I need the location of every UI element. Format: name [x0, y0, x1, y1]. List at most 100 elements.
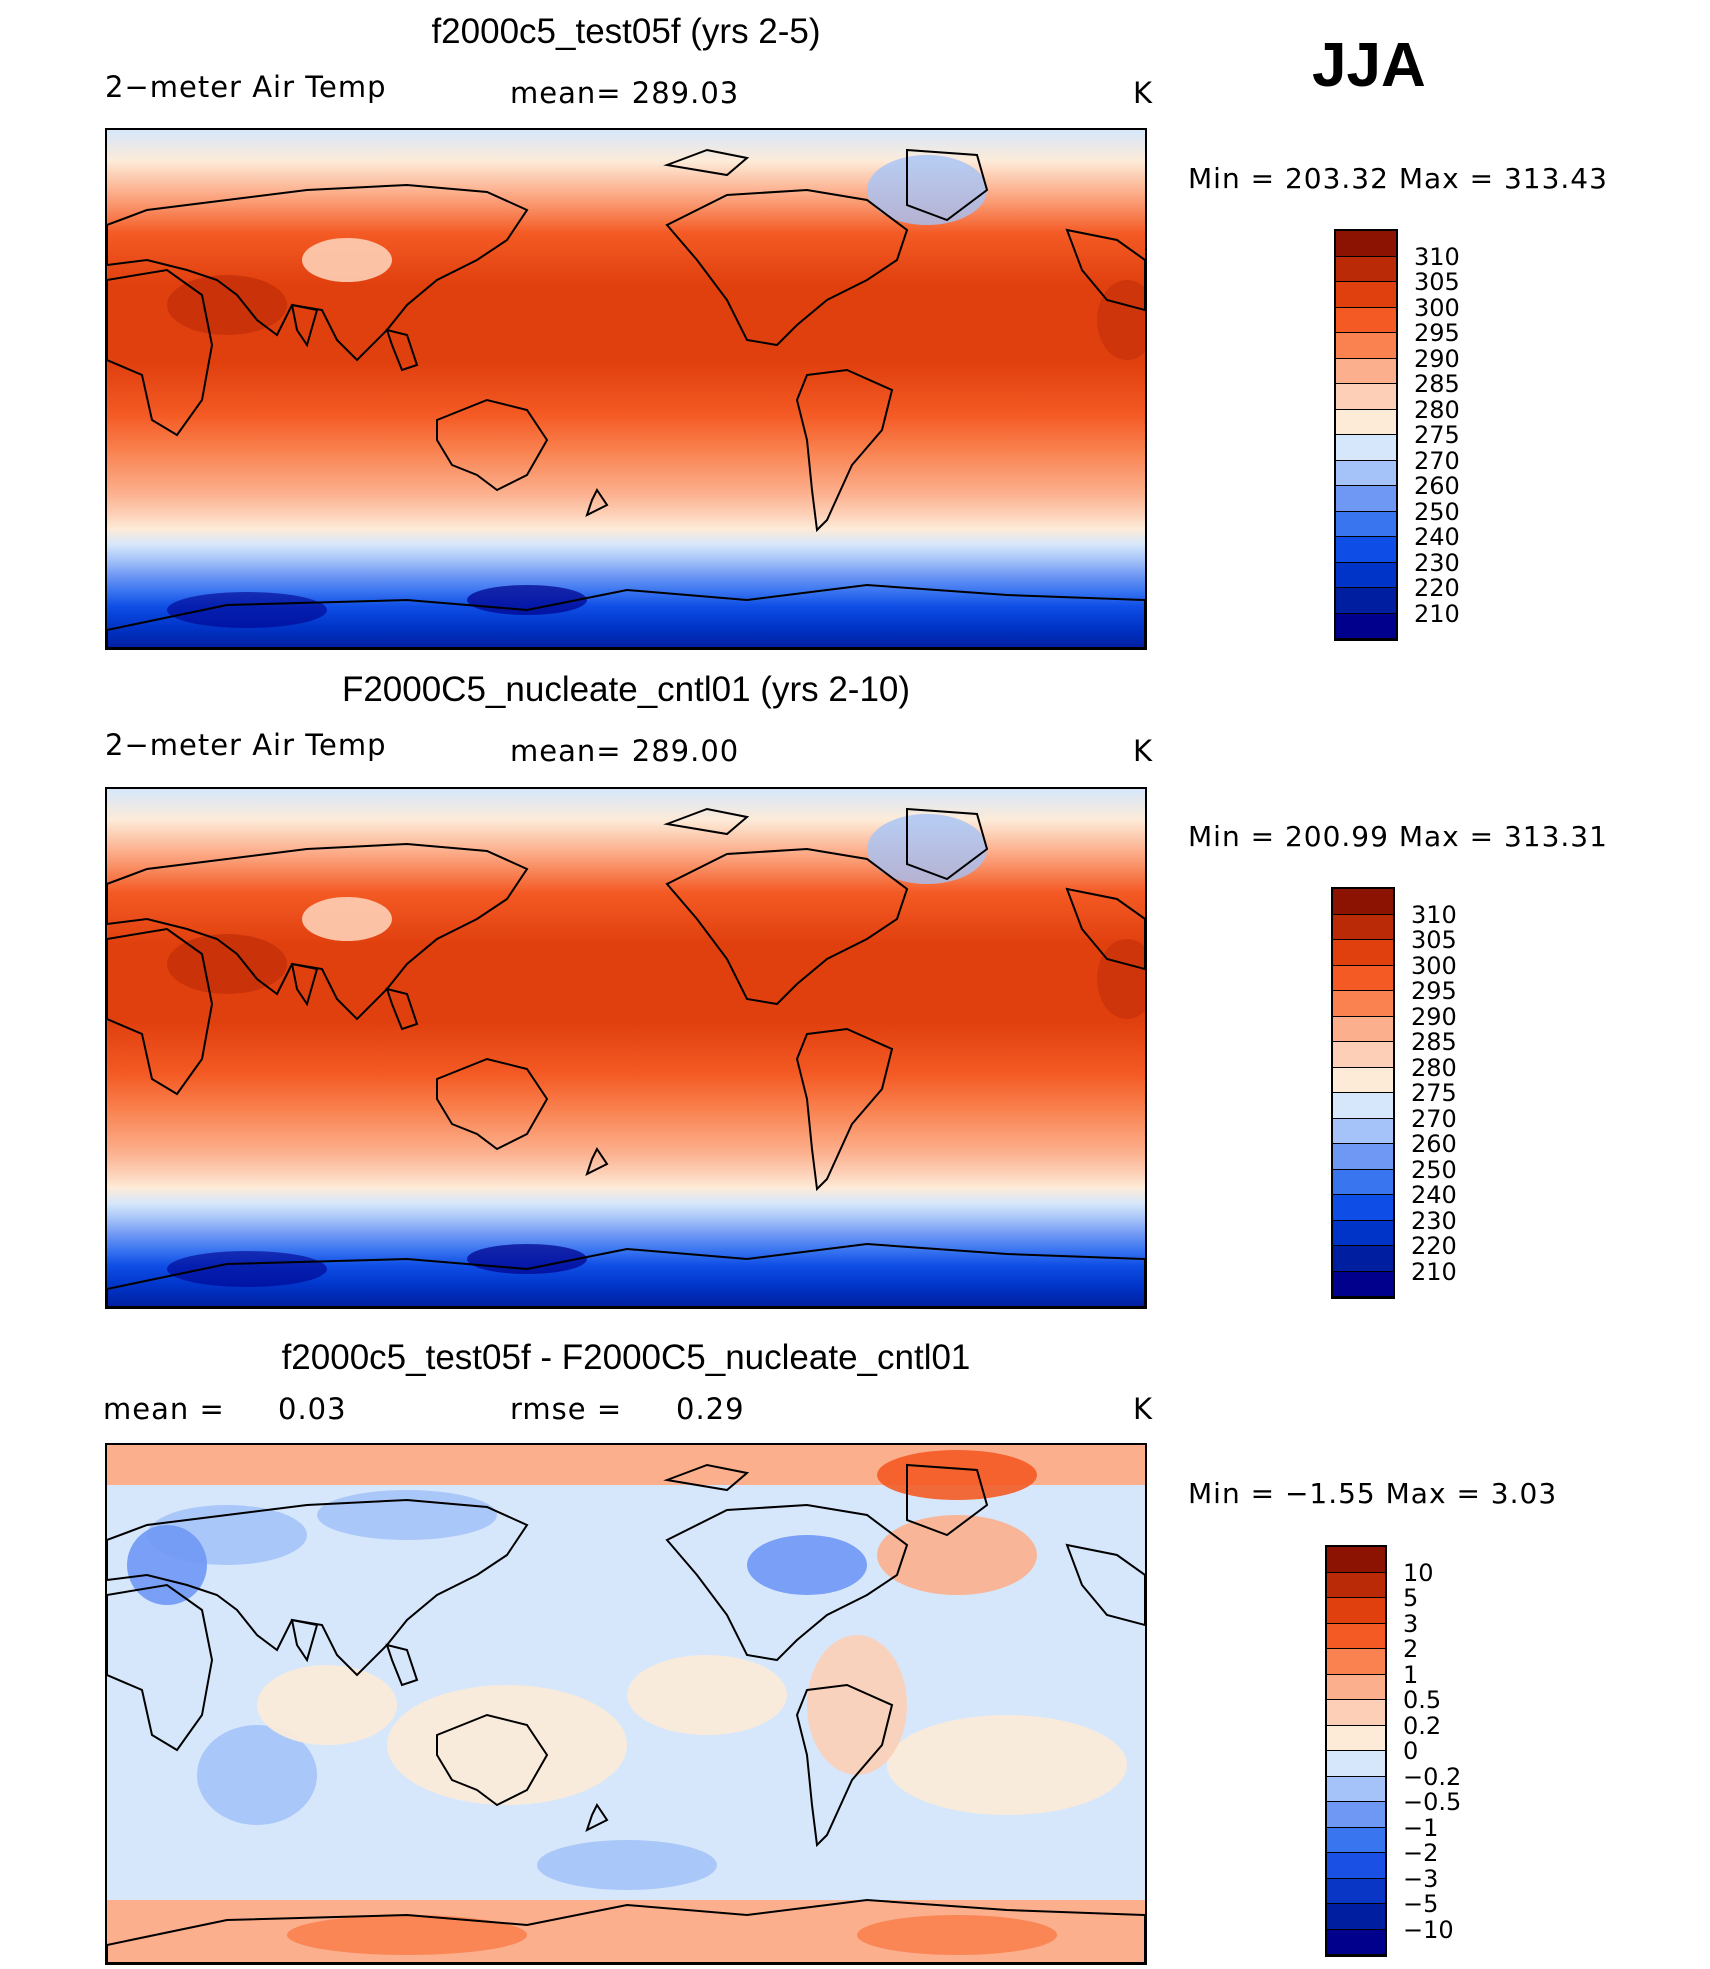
colorbar-swatch: [1336, 511, 1396, 537]
panel3-colorbar: [1325, 1545, 1387, 1957]
colorbar-swatch: [1336, 384, 1396, 410]
coastline: [436, 398, 549, 492]
panel1-title: f2000c5_test05f (yrs 2-5): [431, 12, 821, 51]
coastline: [906, 148, 989, 222]
colorbar-tick-label: 280: [1411, 1053, 1457, 1082]
colorbar-swatch: [1336, 409, 1396, 435]
field-patch: [877, 1450, 1037, 1500]
field-patch: [887, 1715, 1127, 1815]
colorbar-tick-label: 260: [1414, 472, 1460, 500]
panel3-mean-value: 0.03: [278, 1392, 347, 1426]
coastline: [107, 1583, 214, 1752]
colorbar-swatch: [1327, 1674, 1385, 1700]
colorbar-tick-label: 275: [1414, 421, 1460, 449]
colorbar-tick-label: 240: [1411, 1181, 1457, 1209]
colorbar-tick-label: 230: [1411, 1206, 1457, 1235]
coastline: [290, 1618, 319, 1663]
coastline: [663, 807, 750, 836]
coastline: [107, 842, 529, 1021]
panel2-unit-label: K: [1133, 734, 1154, 768]
field-patch: [107, 130, 1145, 648]
field-patch: [857, 1915, 1057, 1955]
colorbar-tick-label: 10: [1403, 1558, 1434, 1587]
coastline: [663, 148, 750, 177]
colorbar-tick-label: 285: [1411, 1028, 1457, 1056]
colorbar-swatch: [1336, 486, 1396, 512]
field-patch: [627, 1655, 787, 1735]
panel3-rmse-value: 0.29: [676, 1392, 745, 1426]
coastline: [385, 1643, 419, 1687]
field-patch: [302, 897, 392, 941]
colorbar-tick-label: 300: [1414, 293, 1460, 322]
colorbar-tick-label: 270: [1411, 1104, 1457, 1133]
colorbar-swatch: [1327, 1598, 1385, 1624]
colorbar-swatch: [1333, 940, 1393, 966]
coastline: [585, 488, 609, 517]
colorbar-swatch: [1333, 1067, 1393, 1093]
coastline: [906, 1463, 989, 1537]
coastline: [107, 1242, 1145, 1307]
colorbar-tick-label: −0.2: [1403, 1762, 1462, 1791]
colorbar-swatch: [1327, 1929, 1385, 1955]
coastline: [107, 1898, 1145, 1963]
field-patch: [257, 1665, 397, 1745]
colorbar-tick-label: −5: [1403, 1890, 1439, 1918]
field-patch: [287, 1915, 527, 1955]
panel2-mean-label: mean= 289.00: [510, 734, 740, 768]
colorbar-swatch: [1336, 333, 1396, 359]
colorbar-swatch: [1333, 1246, 1393, 1272]
field-patch: [537, 1840, 717, 1890]
panel1-map: [105, 128, 1147, 650]
colorbar-swatch: [1333, 1271, 1393, 1297]
colorbar-tick-label: 305: [1414, 268, 1460, 296]
coastline: [107, 183, 529, 362]
coastline: [385, 328, 419, 372]
colorbar-swatch: [1336, 256, 1396, 282]
field-patch: [167, 592, 327, 628]
colorbar-tick-label: 0.2: [1403, 1711, 1442, 1740]
panel2-minmax: Min = 200.99 Max = 313.31: [1188, 820, 1608, 853]
coastline: [436, 1057, 549, 1151]
panel2-map-svg: [107, 789, 1145, 1307]
field-patch: [317, 1490, 497, 1540]
colorbar-tick-label: 240: [1414, 523, 1460, 551]
colorbar-tick-label: 310: [1414, 242, 1460, 271]
panel1-colorbar: [1334, 229, 1398, 641]
colorbar-tick-label: 5: [1403, 1584, 1419, 1612]
panel3-rmse-label: rmse =: [510, 1392, 623, 1426]
field-patch: [387, 1685, 627, 1805]
colorbar-tick-label: 250: [1411, 1155, 1457, 1184]
panel2-colorbar: [1331, 887, 1395, 1299]
colorbar-tick-label: 3: [1403, 1609, 1419, 1638]
colorbar-swatch: [1336, 588, 1396, 614]
panel2-map: [105, 787, 1147, 1309]
panel1-mean-label: mean= 289.03: [510, 76, 740, 110]
colorbar-swatch: [1333, 1220, 1393, 1246]
coastline: [585, 1803, 609, 1832]
colorbar-tick-label: −1: [1403, 1813, 1439, 1842]
colorbar-tick-label: −0.5: [1403, 1788, 1462, 1816]
colorbar-tick-label: −10: [1403, 1915, 1454, 1944]
colorbar-tick-label: 2: [1403, 1635, 1419, 1663]
colorbar-swatch: [1336, 613, 1396, 639]
colorbar-swatch: [1336, 231, 1396, 257]
colorbar-swatch: [1327, 1878, 1385, 1904]
colorbar-tick-label: 250: [1414, 497, 1460, 526]
coastline: [665, 847, 909, 1006]
field-patch: [867, 155, 987, 225]
colorbar-swatch: [1327, 1802, 1385, 1828]
colorbar-swatch: [1327, 1547, 1385, 1573]
panel2-variable-label: 2−meter Air Temp: [105, 728, 387, 762]
coastline: [665, 188, 909, 347]
coastline: [1065, 1543, 1145, 1627]
colorbar-swatch: [1333, 1169, 1393, 1195]
colorbar-swatch: [1327, 1751, 1385, 1777]
panel1-variable-label: 2−meter Air Temp: [105, 70, 387, 104]
colorbar-swatch: [1333, 889, 1393, 915]
colorbar-swatch: [1336, 435, 1396, 461]
colorbar-tick-label: 290: [1414, 344, 1460, 373]
coastline: [665, 1503, 909, 1662]
coastline: [795, 1027, 894, 1192]
colorbar-tick-label: 230: [1414, 548, 1460, 577]
colorbar-swatch: [1336, 562, 1396, 588]
